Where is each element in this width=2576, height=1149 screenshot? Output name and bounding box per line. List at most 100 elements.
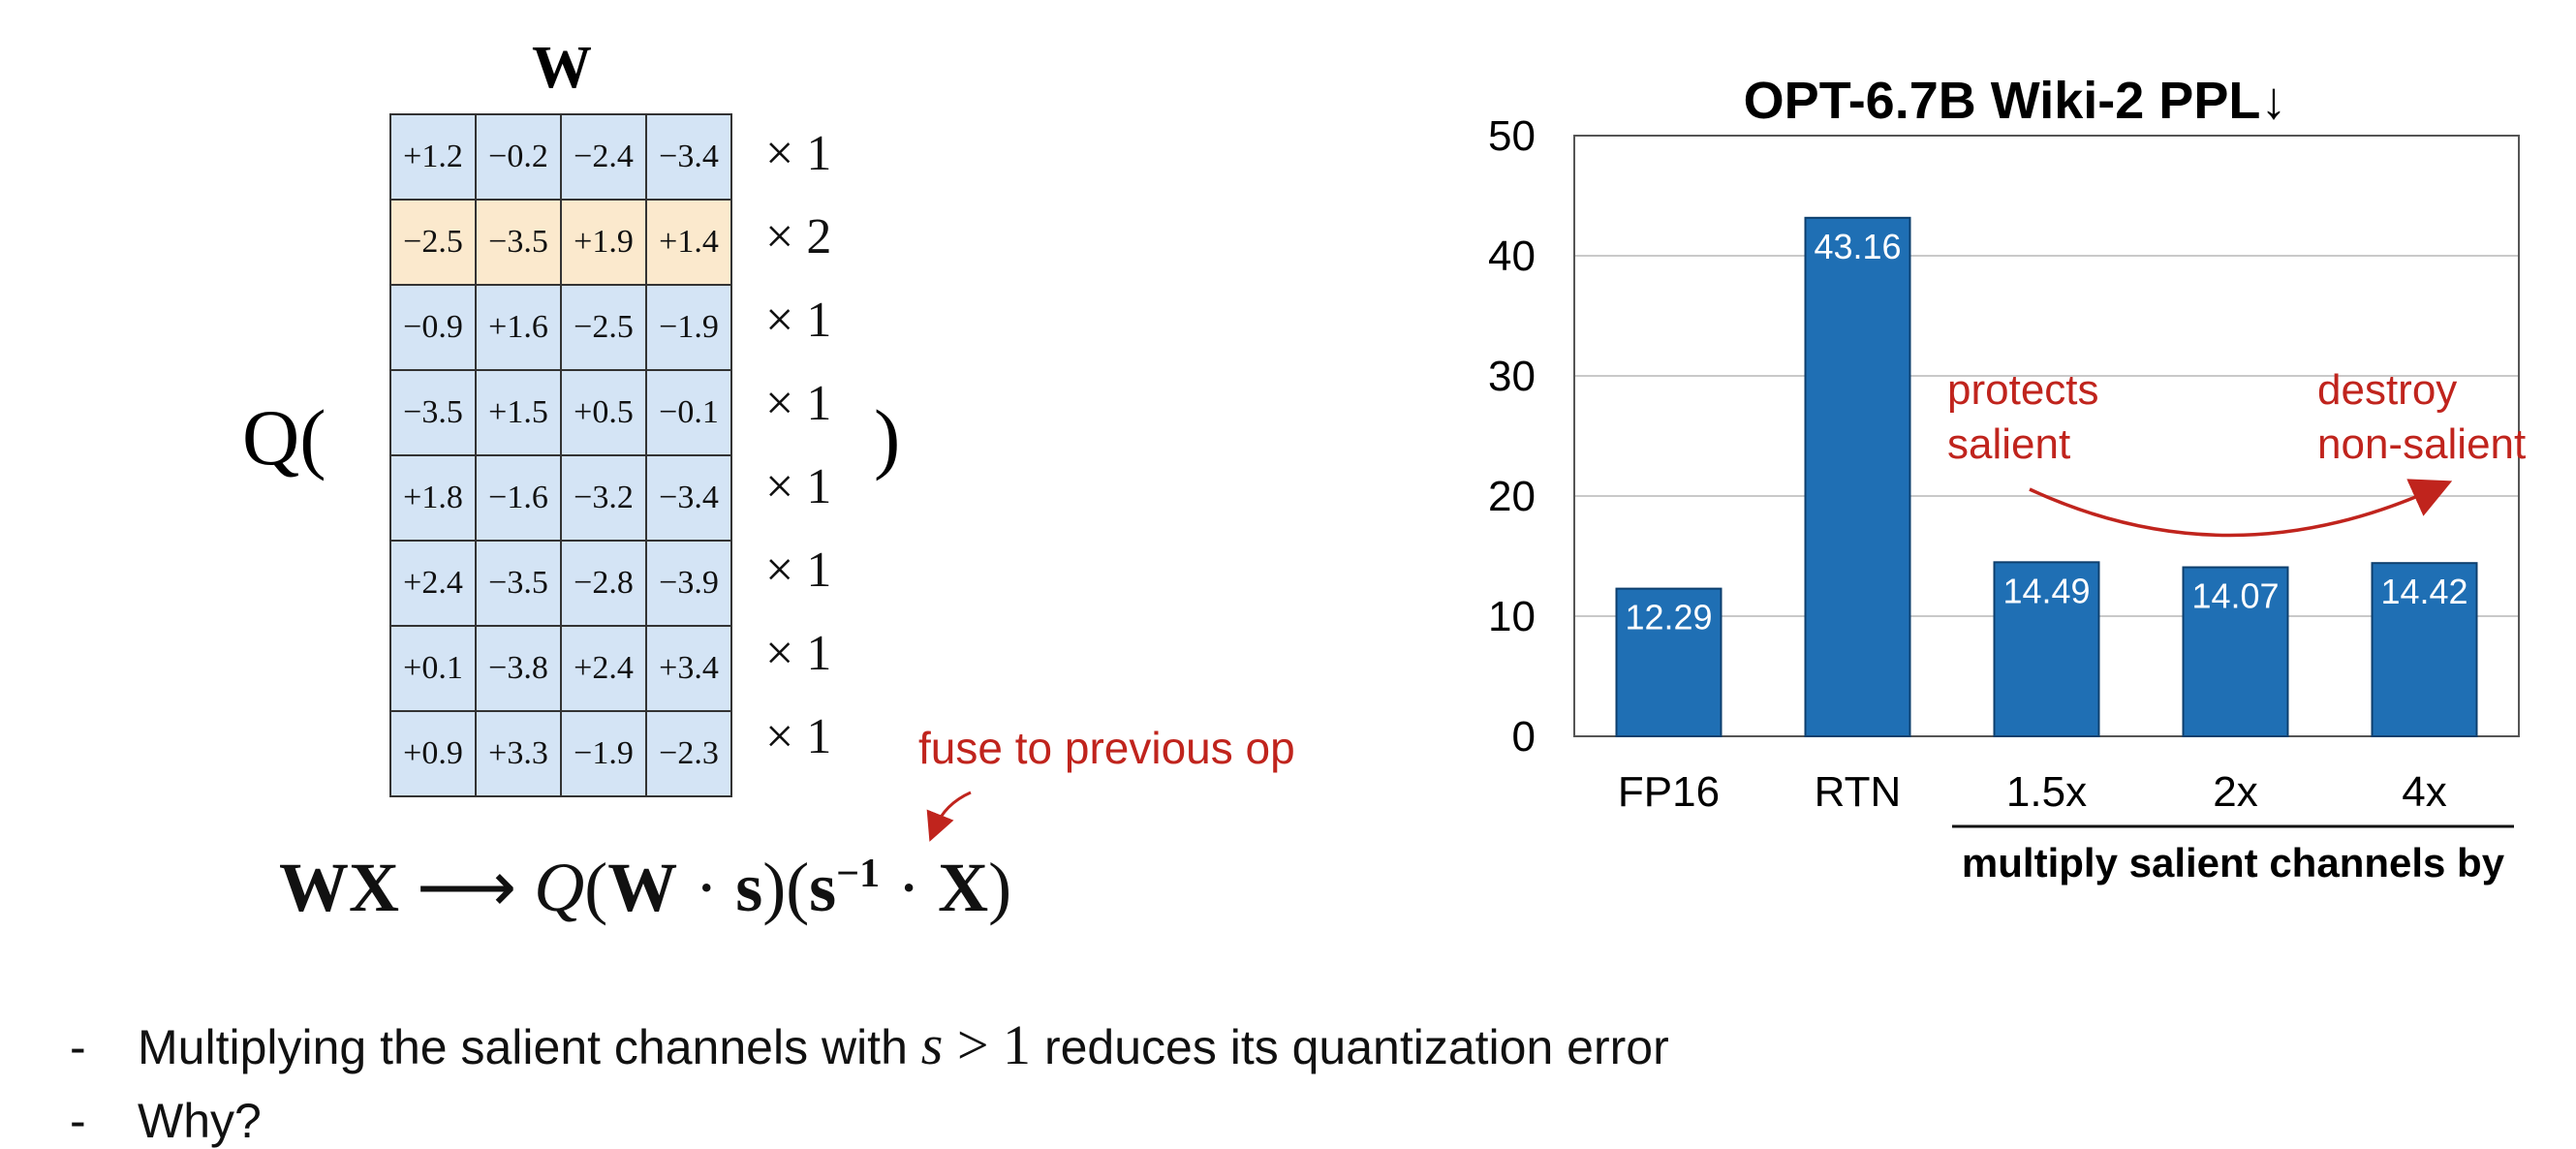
matrix-cell: −1.6 [475,454,562,542]
matrix-cell: −0.2 [475,113,562,201]
formula-w: W [607,849,678,926]
bullet-item-1: - Multiplying the salient channels with s… [70,1012,1669,1077]
row-multiplier: × 1 [765,293,832,348]
matrix-cell: +1.9 [560,199,647,286]
matrix-cell: −1.9 [645,284,732,371]
matrix-cell: −2.4 [560,113,647,201]
y-tick-label: 40 [1488,233,1536,280]
formula-dot-1: · [695,849,719,926]
bars: 12.29 43.16 14.49 14.07 14.42 [1615,216,2478,738]
matrix-cell: −2.8 [560,540,647,627]
formula-arrow: ⟶ [417,849,517,926]
row-multiplier: × 1 [765,543,832,598]
matrix-row: +2.4 −3.5 −2.8 −3.9 [389,540,732,627]
row-multiplier: × 1 [765,459,832,514]
bullet-math-rest: > 1 [943,1013,1032,1076]
bar-value-label: 14.42 [2380,572,2467,611]
matrix-cell: +1.2 [389,113,477,201]
quantize-close-paren: ) [874,393,901,481]
bar-rtn [1804,216,1911,738]
annotation-protects-line2: salient [1947,420,2070,468]
matrix-row: +0.9 +3.3 −1.9 −2.3 [389,710,732,797]
matrix-cell: −2.5 [560,284,647,371]
annotation-arrow [2029,479,2453,538]
perplexity-bar-chart: OPT-6.7B Wiki-2 PPL↓ 0 10 20 30 40 50 12.29 43… [1488,72,2526,885]
formula-s: s [735,849,763,926]
x-tick-label: RTN [1815,768,1902,816]
bar-value-label: 43.16 [1814,227,1901,266]
matrix-cell: −3.8 [475,625,562,712]
annotation-destroy-line1: destroy [2317,366,2457,414]
fuse-arrow [926,791,972,842]
formula-lhs: WX [279,849,399,926]
formula-q: Q [534,849,585,926]
matrix-row: +1.8 −1.6 −3.2 −3.4 [389,454,732,542]
matrix-cell: +3.3 [475,710,562,797]
bullet-dash: - [70,1020,86,1074]
row-multiplier: × 1 [765,126,832,181]
row-multiplier: × 2 [765,209,832,264]
matrix-cell: −2.3 [645,710,732,797]
matrix-cell: +1.4 [645,199,732,286]
matrix-cell: −3.5 [475,199,562,286]
quantize-open-paren: Q( [242,393,326,481]
matrix-row: +1.2 −0.2 −2.4 −3.4 [389,113,732,201]
bar-1-5x [1993,561,2100,737]
bullet-text: Why? [138,1094,262,1148]
bullet-item-2: - Why? [70,1093,262,1149]
y-tick-label: 30 [1488,353,1536,400]
matrix-cell: −0.1 [645,369,732,456]
matrix-cell: −2.5 [389,199,477,286]
bar-value-label: 14.49 [2002,571,2090,610]
formula-inv-exponent: −1 [836,852,881,896]
row-multiplier: × 1 [765,376,832,431]
x-tick-label: 2x [2213,768,2257,816]
x-axis-ticks: FP16 RTN 1.5x 2x 4x [1618,768,2447,816]
matrix-cell: −1.9 [560,710,647,797]
x-tick-label: FP16 [1618,768,1720,816]
chart-title: OPT-6.7B Wiki-2 PPL↓ [1744,72,2287,130]
matrix-row: −2.5 −3.5 +1.9 +1.4 [389,199,732,286]
x-axis-label: multiply salient channels by [1962,840,2505,885]
matrix-cell: −3.5 [389,369,477,456]
bullet-text-after: reduces its quantization error [1031,1020,1669,1074]
matrix-cell: +1.6 [475,284,562,371]
bullet-math-var: s [920,1013,944,1076]
bar-2x [2182,566,2289,737]
fuse-annotation: fuse to previous op [918,723,1295,773]
bar-value-label: 12.29 [1625,598,1712,637]
matrix-row: −0.9 +1.6 −2.5 −1.9 [389,284,732,371]
bar-fp16 [1615,587,1723,737]
y-axis-ticks: 0 10 20 30 40 50 [1488,112,1536,761]
matrix-row: +0.1 −3.8 +2.4 +3.4 [389,625,732,712]
row-multiplier: × 1 [765,626,832,681]
row-multiplier: × 1 [765,709,832,764]
bar-value-label: 14.07 [2191,576,2279,616]
bullet-dash: - [70,1094,86,1148]
matrix-title: W [532,35,592,101]
y-tick-label: 10 [1488,593,1536,640]
matrix-cell: +3.4 [645,625,732,712]
matrix-cell: +1.5 [475,369,562,456]
scaling-formula: WX ⟶ Q(W · s)(s−1 · X) [279,849,1012,926]
formula-x: X [938,849,989,926]
matrix-cell: +0.1 [389,625,477,712]
matrix-cell: −3.5 [475,540,562,627]
matrix-cell: −3.4 [645,454,732,542]
annotation-protects-line1: protects [1947,366,2099,414]
matrix-cell: +1.8 [389,454,477,542]
weight-matrix: +1.2 −0.2 −2.4 −3.4 −2.5 −3.5 +1.9 +1.4 −0.9 +1.6… [389,113,732,797]
formula-s-inv: s [809,849,837,926]
matrix-cell: −3.2 [560,454,647,542]
matrix-cell: +0.9 [389,710,477,797]
bullet-text-before: Multiplying the salient channels with [138,1020,921,1074]
matrix-cell: −0.9 [389,284,477,371]
matrix-cell: +2.4 [389,540,477,627]
x-tick-label: 4x [2402,768,2446,816]
formula-dot-2: · [897,849,921,926]
annotation-destroy-line2: non-salient [2317,420,2526,468]
y-tick-label: 0 [1512,713,1536,761]
y-tick-label: 50 [1488,112,1536,160]
matrix-cell: −3.4 [645,113,732,201]
y-tick-label: 20 [1488,473,1536,520]
